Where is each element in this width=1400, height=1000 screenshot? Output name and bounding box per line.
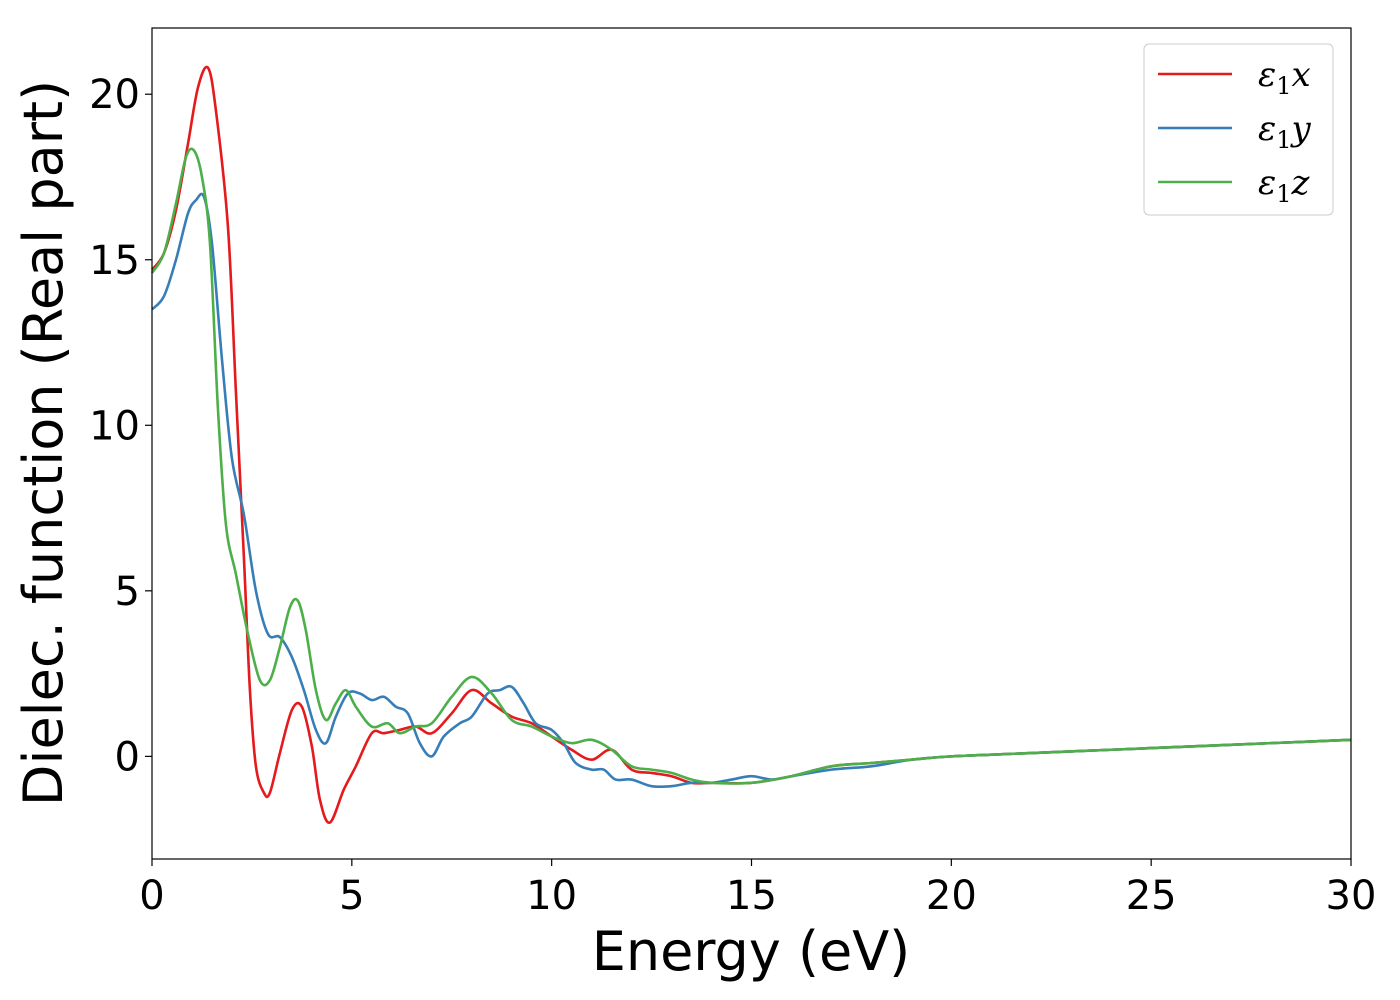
x-axis: 0 5 10 15 20 25 30	[139, 859, 1376, 919]
legend-label-z: ε1z	[1258, 163, 1311, 208]
legend-box	[1143, 43, 1334, 216]
x-tick-label: 30	[1326, 873, 1377, 919]
legend: ε1x ε1y ε1z	[1143, 43, 1334, 216]
y-axis-label: Dielec. function (Real part)	[12, 80, 75, 806]
y-tick-label: 15	[89, 238, 140, 284]
y-tick-label: 20	[89, 72, 140, 118]
y-tick-label: 5	[115, 569, 140, 615]
legend-label-y: ε1y	[1258, 109, 1312, 154]
y-tick-label: 0	[115, 734, 140, 780]
x-axis-label: Energy (eV)	[592, 920, 911, 983]
x-tick-label: 0	[139, 873, 164, 919]
series-layer	[150, 65, 1352, 824]
x-tick-label: 20	[926, 873, 977, 919]
x-tick-label: 5	[339, 873, 364, 919]
x-tick-label: 15	[726, 873, 777, 919]
y-axis: 0 5 10 15 20	[89, 72, 152, 780]
x-tick-label: 25	[1126, 873, 1177, 919]
x-tick-label: 10	[526, 873, 577, 919]
y-tick-label: 10	[89, 403, 140, 449]
series-line-z	[150, 147, 1352, 785]
legend-label-x: ε1x	[1258, 55, 1311, 100]
